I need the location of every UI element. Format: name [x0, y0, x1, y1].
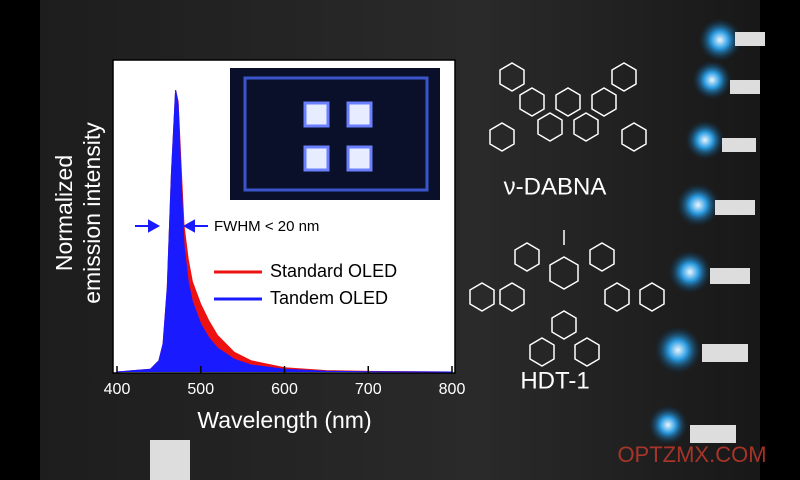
inset-photo: [230, 68, 440, 200]
molecule-drawings: [469, 62, 665, 367]
y-axis-title: Normalized: [51, 155, 77, 271]
x-tick-label: 600: [271, 381, 298, 398]
x-tick-label: 400: [104, 381, 131, 398]
y-axis-title: emission intensity: [79, 122, 105, 304]
fwhm-arrow: [135, 219, 161, 233]
area-fill: [117, 90, 452, 372]
x-axis-title: Wavelength (nm): [197, 407, 371, 433]
x-tick-label: 800: [439, 381, 466, 398]
legend-label: Standard OLED: [270, 261, 397, 281]
molecule-label: ν-DABNA: [504, 173, 607, 200]
fwhm-arrow: [182, 219, 208, 233]
area-line: [116, 90, 453, 373]
watermark: OPTZMX.COM: [617, 442, 766, 467]
annotation: FWHM < 20 nm: [214, 218, 319, 235]
x-tick-label: 500: [187, 381, 214, 398]
legend-label: Tandem OLED: [270, 288, 388, 308]
molecule-label: HDT-1: [520, 367, 589, 394]
plot: [116, 90, 453, 373]
x-tick-label: 700: [355, 381, 382, 398]
